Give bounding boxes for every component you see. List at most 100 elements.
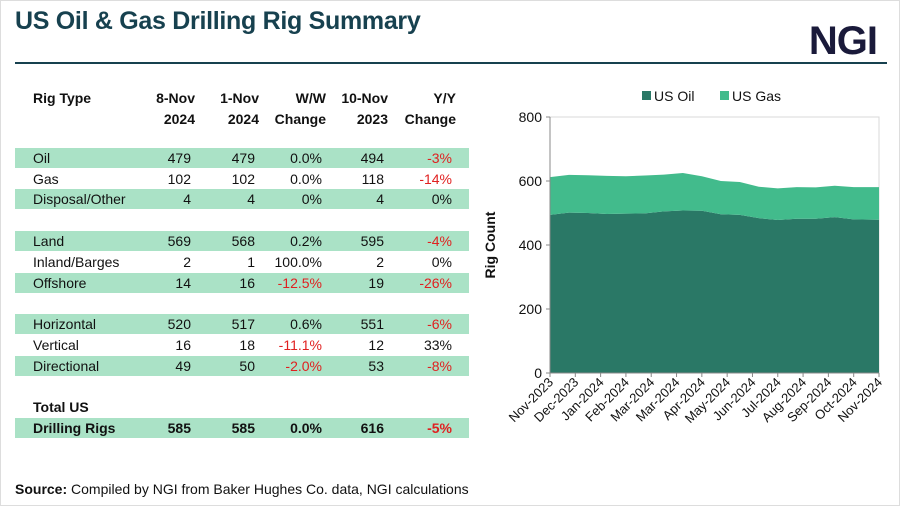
cell-value: 479: [231, 150, 255, 166]
header-text: Y/Y: [433, 90, 456, 106]
ngi-logo: NGI: [808, 19, 878, 63]
cell-value: 4: [183, 191, 191, 207]
cell-value: 100.0%: [274, 254, 322, 270]
cell-value: 102: [167, 171, 191, 187]
cell-value: -4%: [427, 233, 452, 249]
cell-value: 19: [368, 275, 384, 291]
cell-value: 520: [167, 316, 191, 332]
cell-value: 53: [368, 358, 384, 374]
cell-value: 479: [167, 150, 191, 166]
cell-value: 0.0%: [290, 420, 322, 436]
area-us-oil: [550, 210, 879, 373]
table-row: Gas 102 102 0.0% 118 -14%: [15, 169, 469, 189]
column-header: 1-Nov 2024: [220, 88, 259, 130]
header-text: 10-Nov: [341, 90, 388, 106]
table-row: Horizontal 520 517 0.6% 551 -6%: [15, 314, 469, 334]
table-row: Disposal/Other 4 4 0% 4 0%: [15, 189, 469, 209]
cell-value: 494: [360, 150, 384, 166]
header-text: Change: [404, 111, 456, 127]
cell-value: 14: [175, 275, 191, 291]
cell-value: -6%: [427, 316, 452, 332]
table-row: Drilling Rigs 585 585 0.0% 616 -5%: [15, 418, 469, 438]
y-tick-label: 800: [519, 109, 543, 125]
cell-value: 16: [239, 275, 255, 291]
area-us-gas: [550, 173, 879, 221]
cell-value: 568: [231, 233, 255, 249]
cell-value: 0%: [431, 254, 452, 270]
table-row: Land 569 568 0.2% 595 -4%: [15, 231, 469, 251]
rig-type: Inland/Barges: [33, 254, 120, 270]
header-text: 1-Nov: [220, 90, 259, 106]
cell-value: 50: [239, 358, 255, 374]
table-row: Oil 479 479 0.0% 494 -3%: [15, 148, 469, 168]
cell-value: 4: [247, 191, 255, 207]
source-label: Source:: [15, 481, 68, 497]
legend-swatch: [642, 91, 651, 100]
cell-value: 0.6%: [290, 316, 322, 332]
rig-type: Disposal/Other: [33, 191, 126, 207]
cell-value: 2: [183, 254, 191, 270]
cell-value: -3%: [427, 150, 452, 166]
rig-type: Drilling Rigs: [33, 420, 116, 436]
y-tick-label: 400: [519, 237, 543, 253]
column-header: 10-Nov 2023: [341, 88, 388, 130]
header-text: W/W: [295, 90, 326, 106]
header-text: Change: [274, 111, 326, 127]
header-text: 2024: [227, 111, 259, 127]
cell-value: -5%: [427, 420, 452, 436]
cell-value: 0.2%: [290, 233, 322, 249]
cell-value: 118: [361, 171, 384, 187]
column-header: 8-Nov 2024: [156, 88, 195, 130]
rig-count-chart: 0200400600800Nov-2023Dec-2023Jan-2024Feb…: [482, 88, 885, 426]
rig-type: Gas: [33, 171, 59, 187]
cell-value: 595: [360, 233, 384, 249]
cell-value: 33%: [423, 337, 452, 353]
rig-type: Oil: [33, 150, 51, 166]
cell-value: -11.1%: [278, 337, 322, 353]
cell-value: 585: [167, 420, 191, 436]
source-text: Compiled by NGI from Baker Hughes Co. da…: [67, 481, 469, 497]
cell-value: 585: [231, 420, 255, 436]
rig-type: Land: [33, 233, 65, 249]
header-text: 8-Nov: [156, 90, 195, 106]
table-row: Inland/Barges 2 1 100.0% 2 0%: [15, 252, 469, 272]
y-tick-label: 200: [519, 301, 543, 317]
source-note: Source: Compiled by NGI from Baker Hughe…: [15, 481, 469, 497]
cell-value: -12.5%: [277, 275, 322, 291]
rig-type: Offshore: [33, 275, 87, 291]
cell-value: 616: [360, 420, 384, 436]
cell-value: -8%: [427, 358, 452, 374]
cell-value: 102: [231, 171, 255, 187]
header-text: Rig Type: [33, 90, 92, 106]
cell-value: 12: [368, 337, 384, 353]
cell-value: 0.0%: [290, 150, 322, 166]
legend-swatch: [720, 91, 729, 100]
cell-value: 551: [360, 316, 384, 332]
legend-label: US Oil: [654, 88, 694, 104]
cell-value: 0%: [431, 191, 452, 207]
column-header: Y/Y Change: [405, 88, 456, 130]
rig-type: Total US: [33, 399, 89, 415]
cell-value: 0%: [301, 191, 322, 207]
rig-type: Directional: [33, 358, 100, 374]
cell-value: 517: [231, 316, 255, 332]
cell-value: 569: [167, 233, 191, 249]
column-header: W/W Change: [275, 88, 326, 130]
title-divider: [15, 62, 887, 64]
rig-type: Horizontal: [33, 316, 97, 332]
header-text: 2024: [163, 111, 195, 127]
cell-value: 2: [376, 254, 384, 270]
cell-value: -2.0%: [285, 358, 322, 374]
table-row: Total US: [15, 397, 469, 417]
cell-value: -14%: [419, 171, 452, 187]
header-text: 2023: [356, 111, 388, 127]
y-tick-label: 0: [534, 365, 542, 381]
cell-value: 16: [175, 337, 191, 353]
y-tick-label: 600: [519, 173, 543, 189]
y-axis-label: Rig Count: [482, 211, 498, 278]
rig-type: Vertical: [33, 337, 79, 353]
cell-value: 18: [239, 337, 255, 353]
page-title: US Oil & Gas Drilling Rig Summary: [15, 7, 421, 35]
cell-value: 49: [175, 358, 191, 374]
cell-value: 1: [247, 254, 255, 270]
